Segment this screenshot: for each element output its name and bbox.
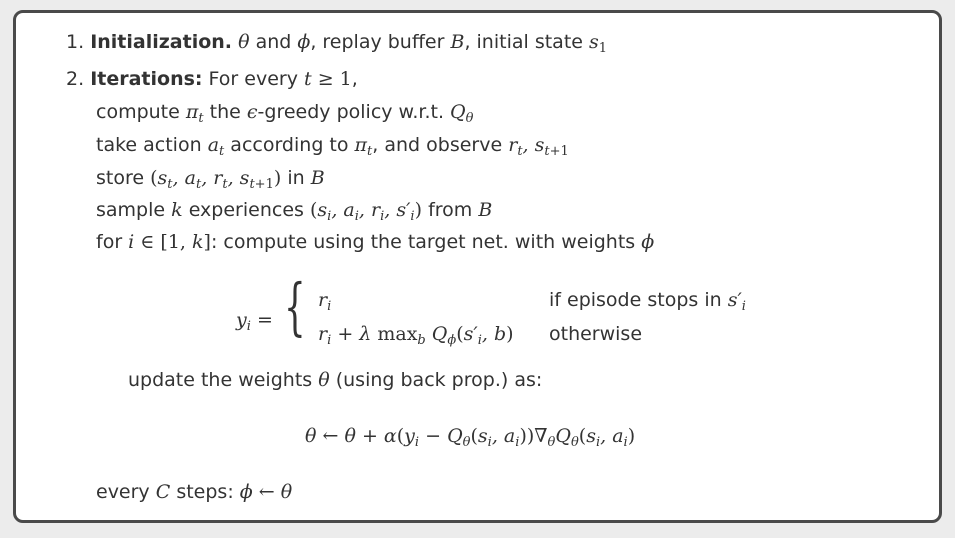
every-c-steps-line: every C steps: ϕ ← θ [96,481,293,503]
step-2: 2. Iterations: For every t ≥ 1, [66,68,358,90]
step-2-number: 2. [66,68,85,90]
algorithm-box [13,10,942,523]
math-Q-theta: Qθ [450,101,474,126]
step-1-title: Initialization. [90,31,233,53]
math-theta: θ [238,31,250,53]
case-1-expr: ri [318,289,332,314]
store-line: store (st, at, rt, st+1) in B [96,167,325,192]
take-action-line: take action at according to πt, and obse… [96,134,569,159]
compute-policy-line: compute πt the ϵ-greedy policy w.r.t. Qθ [96,101,474,126]
for-loop-line: for i ∈ [1, k]: compute using the target… [96,231,655,253]
sample-line: sample k experiences (si, ai, ri, s′i) f… [96,199,493,224]
step-1-number: 1. [66,31,85,53]
math-B: B [450,31,465,53]
step-1: 1. Initialization. θ and ϕ, replay buffe… [66,31,608,56]
update-line: update the weights θ (using back prop.) … [128,369,543,391]
math-pi-t: πt [185,101,204,126]
case-1-cond: if episode stops in s′i [549,289,746,314]
y-i-lhs: yi = [236,309,273,334]
case-2-expr: ri + λ maxb Qϕ(s′i, b) [318,323,514,348]
step-2-title: Iterations: [90,68,203,90]
case-2-cond: otherwise [549,323,643,345]
for-every-label: For every [208,68,298,90]
math-phi: ϕ [297,31,311,53]
cases-brace: { [284,270,306,343]
math-t-ge-1: t ≥ 1 [304,68,352,90]
math-s1: s1 [589,31,608,56]
update-equation: θ ← θ + α(yi − Qθ(si, ai))∇θQθ(si, ai) [305,425,636,450]
